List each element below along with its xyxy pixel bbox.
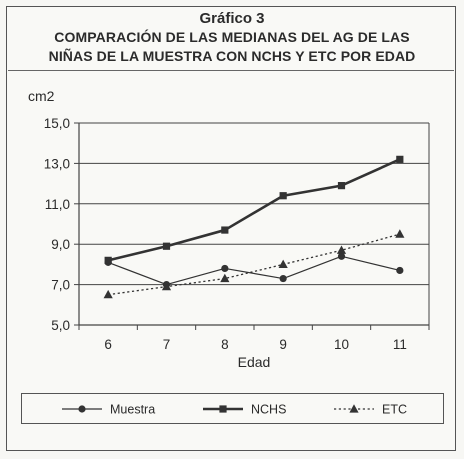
legend-entry-nchs: NCHS [203, 403, 286, 417]
x-tick-label: 8 [221, 337, 229, 352]
x-tick-labels: 6 7 8 9 10 11 [104, 337, 406, 352]
x-tick-label: 10 [334, 337, 349, 352]
chart-title-line-1: Gráfico 3 [199, 10, 265, 27]
x-axis-label: Edad [237, 354, 271, 370]
series-lines [103, 155, 405, 299]
x-tick-label: 6 [104, 337, 112, 352]
series-muestra [104, 252, 404, 289]
axes [74, 122, 430, 330]
data-point [336, 245, 347, 254]
y-tick-label: 5,0 [51, 318, 70, 333]
data-point [337, 182, 346, 190]
y-axis-label: cm2 [28, 88, 55, 104]
series-line [107, 158, 401, 262]
data-point [396, 266, 404, 275]
title-divider [8, 70, 454, 71]
data-point [162, 242, 171, 250]
data-point [104, 256, 112, 264]
chart-frame [6, 6, 456, 451]
data-point [103, 289, 113, 299]
data-point [337, 252, 346, 260]
legend-marker [78, 405, 86, 413]
y-tick-label: 11,0 [45, 197, 70, 212]
legend-label: ETC [382, 403, 407, 417]
legend-marker [349, 404, 359, 413]
y-tick-label: 13,0 [44, 156, 70, 171]
y-tick-label: 15,0 [44, 116, 70, 131]
x-tick-label: 7 [163, 337, 171, 352]
legend-label: NCHS [251, 403, 286, 417]
legend-marker [219, 405, 227, 413]
data-point [396, 155, 404, 163]
series-nchs [104, 155, 404, 264]
series-line [107, 255, 400, 286]
series-etc [103, 229, 405, 299]
data-point [279, 192, 287, 200]
y-tick-label: 7,0 [51, 278, 70, 293]
x-tick-label: 9 [279, 337, 287, 352]
series-line [108, 233, 401, 296]
y-tick-labels: 5,0 7,0 9,0 11,0 13,0 15,0 [44, 116, 70, 333]
chart-title-line-3: NIÑAS DE LA MUESTRA CON NCHS Y ETC POR E… [48, 48, 416, 64]
x-tick-label: 11 [393, 337, 407, 352]
chart-title-line-2: COMPARACIÓN DE LAS MEDIANAS DEL AG DE LA… [54, 29, 410, 45]
y-tick-label: 9,0 [51, 237, 70, 252]
data-point [221, 264, 229, 273]
data-point [278, 259, 288, 268]
data-point [279, 274, 287, 283]
grid-lines [79, 122, 429, 286]
legend: Muestra NCHS ETC [21, 393, 444, 424]
data-point [161, 281, 172, 291]
data-point [220, 273, 230, 283]
data-point [221, 226, 229, 234]
legend-entry-etc: ETC [334, 403, 407, 417]
legend-entry-muestra: Muestra [62, 403, 155, 417]
legend-label: Muestra [110, 403, 155, 417]
data-point [395, 229, 405, 238]
